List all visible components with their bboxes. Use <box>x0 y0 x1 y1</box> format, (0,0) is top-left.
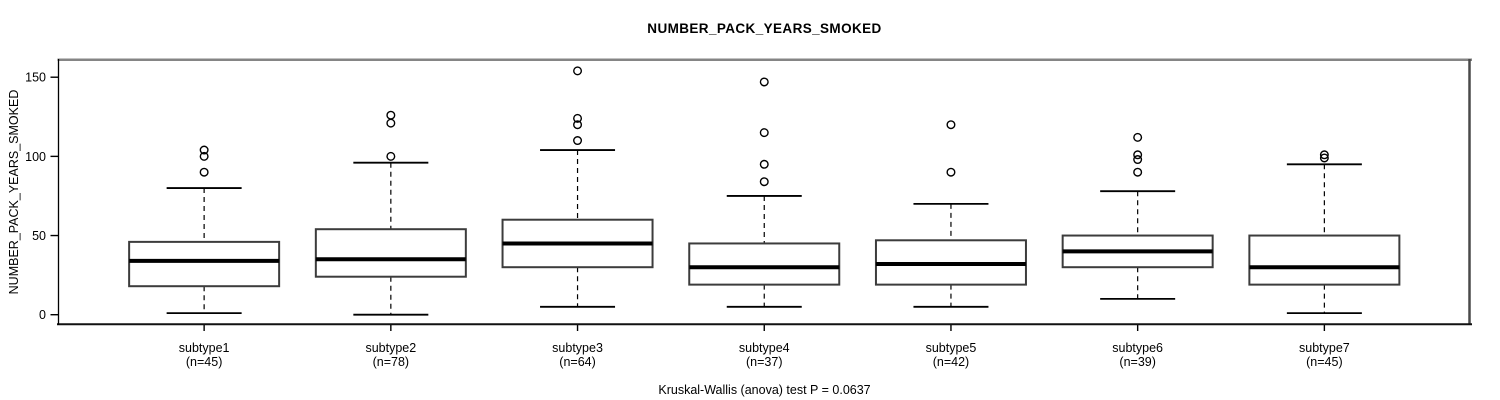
outlier-point <box>573 136 583 146</box>
group-n-label: (n=78) <box>373 355 409 369</box>
group-label: subtype1 <box>179 341 230 355</box>
iqr-box <box>688 242 841 286</box>
outlier-point <box>759 128 769 138</box>
group-n-label: (n=42) <box>933 355 969 369</box>
outlier-point <box>386 118 396 128</box>
outlier-point <box>946 167 956 177</box>
outlier-point <box>199 151 209 161</box>
outlier-point <box>759 177 769 187</box>
group-n-label: (n=45) <box>1306 355 1342 369</box>
outlier-point <box>573 113 583 123</box>
outlier-point <box>1319 150 1329 160</box>
outlier-point <box>573 66 583 76</box>
outlier-point <box>946 120 956 130</box>
outlier-point <box>386 151 396 161</box>
group-n-label: (n=39) <box>1119 355 1155 369</box>
outlier-point <box>1319 153 1329 163</box>
y-tick-label: 0 <box>39 308 46 322</box>
group-label: subtype2 <box>365 341 416 355</box>
group-label: subtype3 <box>552 341 603 355</box>
outlier-point <box>1133 155 1143 165</box>
group-n-label: (n=64) <box>559 355 595 369</box>
group-n-label: (n=45) <box>186 355 222 369</box>
group-label: subtype7 <box>1299 341 1350 355</box>
stat-test-annotation: Kruskal-Wallis (anova) test P = 0.0637 <box>658 383 871 397</box>
outlier-point <box>573 120 583 130</box>
iqr-box <box>128 240 281 288</box>
y-axis-title: NUMBER_PACK_YEARS_SMOKED <box>7 89 21 295</box>
outlier-point <box>199 145 209 155</box>
outlier-point <box>759 77 769 87</box>
group-label: subtype6 <box>1112 341 1163 355</box>
y-tick-label: 150 <box>25 71 46 85</box>
outlier-point <box>1133 132 1143 142</box>
outlier-point <box>199 167 209 177</box>
outlier-point <box>386 110 396 120</box>
group-label: subtype4 <box>739 341 790 355</box>
chart-title: NUMBER_PACK_YEARS_SMOKED <box>647 21 882 36</box>
y-tick-label: 100 <box>25 150 46 164</box>
group-n-label: (n=37) <box>746 355 782 369</box>
iqr-box <box>314 228 467 278</box>
iqr-box <box>1248 234 1401 286</box>
outlier-point <box>1133 167 1143 177</box>
outlier-point <box>1133 150 1143 160</box>
group-label: subtype5 <box>926 341 977 355</box>
outlier-point <box>759 159 769 169</box>
y-tick-label: 50 <box>32 229 46 243</box>
